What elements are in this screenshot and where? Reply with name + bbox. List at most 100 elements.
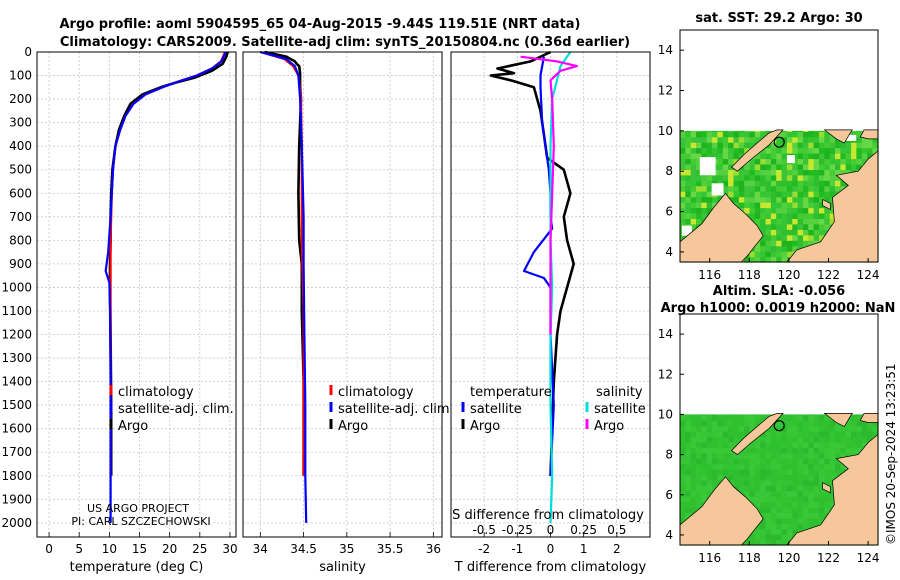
map-data-cell (690, 507, 697, 513)
map-data-cell (765, 223, 772, 230)
map-data-cell (781, 447, 788, 454)
y-tick-label: 600 (9, 186, 32, 200)
map-data-cell (781, 223, 788, 230)
map-data-cell (749, 136, 756, 143)
map-data-cell (696, 180, 702, 187)
map-data-cell (712, 447, 718, 454)
map-data-cell (765, 452, 772, 459)
map-data-cell (680, 213, 686, 219)
map-data-cell (786, 414, 793, 416)
map-land (822, 482, 831, 494)
map-data-cell (845, 420, 852, 427)
map-data-cell (701, 207, 708, 214)
map-data-cell (829, 447, 836, 454)
map-data-cell (690, 414, 697, 416)
map-data-cell (728, 474, 734, 481)
map-data-cell (835, 436, 841, 443)
map-data-cell (696, 130, 702, 132)
map-data-cell (835, 169, 841, 176)
map-data-cell (770, 153, 777, 160)
y-tick-label: 200 (9, 92, 32, 106)
map-data-cell (749, 425, 756, 432)
map-data-cell (696, 490, 702, 497)
map-data-cell (744, 164, 751, 170)
map-data-cell (744, 256, 751, 263)
map-data-cell (685, 153, 692, 160)
map-data-cell (696, 158, 702, 165)
map-data-cell (776, 196, 783, 203)
map-data-cell (712, 147, 718, 154)
map-data-cell (712, 414, 718, 416)
map-data-cell (760, 130, 767, 132)
map-data-cell (701, 136, 708, 143)
map-data-cell (819, 142, 825, 149)
map-data-cell (813, 469, 820, 476)
map-data-cell (728, 447, 734, 454)
map-data-cell (706, 414, 713, 416)
map-data-cell (706, 458, 713, 465)
map-data-cell (754, 191, 761, 198)
map-data-cell (680, 490, 686, 497)
map-data-cell (824, 458, 831, 465)
map-data-cell (749, 490, 756, 497)
map-data-cell (776, 185, 783, 192)
map-data-cell (797, 142, 804, 149)
map-data-cell (690, 420, 697, 427)
map-data-cell (797, 490, 804, 497)
map-data-cell (776, 213, 783, 219)
map-data-cell (835, 431, 841, 438)
map-data-cell (797, 469, 804, 476)
legend-item: Argo (470, 419, 500, 434)
map-data-cell (776, 490, 783, 497)
map-data-cell (781, 131, 788, 138)
map-data-cell (803, 130, 809, 132)
map-data-cell (792, 452, 799, 459)
map-data-cell (797, 512, 804, 519)
map-data-cell (829, 218, 836, 225)
map-data-cell (797, 420, 804, 427)
map-data-cell (803, 479, 809, 486)
map-data-cell (770, 431, 777, 438)
map-data-cell (685, 458, 692, 465)
map-data-cell (754, 523, 761, 530)
map-data-cell (765, 463, 772, 470)
map-data-cell (722, 142, 729, 149)
map-data-cell (824, 218, 831, 225)
map-data-cell (808, 158, 815, 165)
x-tick-label: 34 (253, 542, 268, 556)
legend-item: Argo (594, 419, 624, 434)
map-data-cell (696, 442, 702, 448)
map-data-cell (781, 452, 788, 459)
map-data-cell (786, 240, 793, 247)
map-data-cell (808, 458, 815, 465)
map-data-cell (733, 469, 740, 476)
map-data-cell (754, 469, 761, 476)
map-data-cell (765, 130, 772, 132)
map-data-cell (680, 234, 686, 241)
map-data-cell (733, 136, 740, 143)
map-data-cell (786, 136, 793, 143)
map-x-tick-label: 120 (777, 551, 800, 565)
map-data-cell (754, 496, 761, 503)
map-data-cell (867, 431, 873, 438)
map-data-cell (765, 147, 772, 154)
map-data-cell (797, 234, 804, 241)
map-data-cell (786, 420, 793, 427)
map-data-cell (760, 202, 767, 209)
map-data-cell (792, 202, 799, 209)
map-data-cell (722, 185, 729, 192)
map-data-cell (754, 218, 761, 225)
map-data-cell (786, 218, 793, 225)
map-data-cell (797, 185, 804, 192)
map-data-cell (738, 458, 745, 465)
map-data-cell (733, 452, 740, 459)
map-data-cell (722, 180, 729, 187)
map-data-cell (680, 174, 686, 181)
map-data-cell (819, 496, 825, 503)
sla-map-panel: 116 118 120 122 124 4 6 8 10 12 14 Altim. SLA: -0.0… (658, 284, 896, 565)
map-data-cell (803, 158, 809, 165)
map-data-cell (738, 414, 745, 421)
map-data-cell (819, 463, 825, 470)
map-data-cell (851, 442, 857, 448)
map-data-cell (856, 136, 863, 143)
